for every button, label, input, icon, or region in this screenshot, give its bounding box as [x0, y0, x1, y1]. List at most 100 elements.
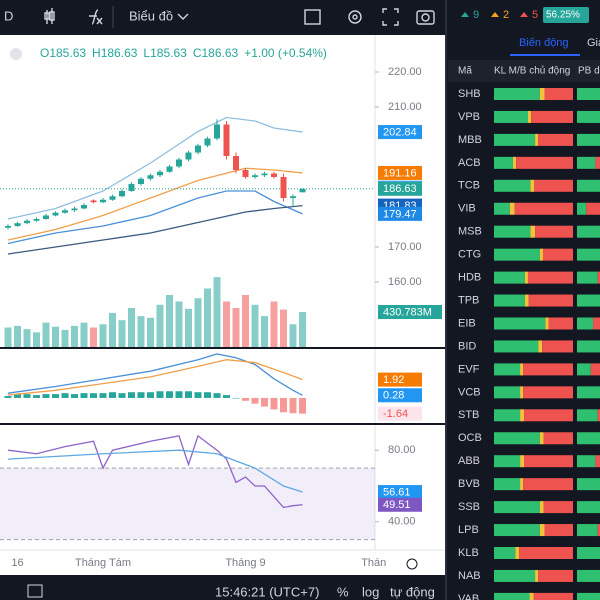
tab-active[interactable]: Biến động [519, 37, 569, 49]
price-label: 179.47 [383, 208, 417, 220]
volume-bar [61, 329, 69, 347]
camera-icon[interactable] [416, 10, 435, 25]
macd-label-bg [378, 406, 422, 421]
settings-icon[interactable] [348, 10, 362, 24]
macd-hist [204, 392, 211, 398]
ticker: CTG [458, 249, 481, 261]
buy-bar-2 [577, 110, 600, 123]
sell-bar-2 [597, 271, 600, 284]
sell-bar [542, 340, 573, 353]
candle-body [261, 173, 268, 176]
chevron[interactable] [177, 13, 189, 20]
sell-bar [538, 569, 573, 582]
rsi-label-bg [378, 485, 422, 500]
macd-hist [242, 397, 249, 401]
candle-body [33, 219, 40, 221]
ticker: HDB [458, 272, 481, 284]
neutral-bar [515, 547, 520, 559]
chart-area [0, 35, 445, 575]
calendar-icon[interactable] [27, 584, 43, 598]
ticker: OCB [458, 432, 482, 444]
settings-small[interactable] [406, 558, 418, 570]
volume-bar [175, 301, 183, 347]
volume-bar [261, 316, 268, 347]
col-header: Mã [458, 66, 472, 77]
neutral-bar [520, 363, 524, 376]
volume-bar [251, 304, 259, 347]
buy-bar-2 [577, 225, 600, 238]
buy-bar-2 [577, 248, 600, 261]
sell-bar [528, 294, 573, 307]
buy-bar-2 [577, 409, 598, 422]
sell-bar [535, 225, 573, 238]
volume-bar [71, 325, 78, 347]
sell-bar [516, 156, 573, 169]
volume-bar [109, 312, 116, 347]
candle-body [90, 200, 97, 203]
buy-bar-2 [577, 547, 600, 559]
neutral-bar [538, 340, 543, 353]
ticker: SSB [458, 501, 480, 513]
price-label-bg [378, 125, 422, 140]
buy-bar [494, 478, 521, 491]
volume-bar [194, 298, 202, 347]
price-label: 202.84 [383, 126, 417, 138]
interval[interactable]: D [4, 8, 13, 23]
rsi-band [0, 468, 375, 540]
flat-count: 2 [503, 9, 509, 21]
candle-body [147, 175, 154, 179]
buy-bar [494, 455, 521, 468]
macd-hist [213, 393, 221, 398]
sell-bar [542, 248, 573, 261]
neutral-bar [524, 294, 529, 307]
sell-bar [544, 524, 573, 537]
tab[interactable]: Gia [587, 37, 600, 49]
neutral-bar [509, 202, 515, 215]
auto-btn[interactable]: tự động [390, 584, 435, 599]
chart-type[interactable]: Biểu đồ [129, 8, 173, 23]
ticker: TCB [458, 180, 480, 192]
sell-bar [523, 363, 573, 376]
macd-hist [99, 393, 107, 398]
sell-bar [524, 409, 573, 422]
neutral-bar [535, 133, 539, 146]
volume-bar [270, 301, 278, 347]
fullscreen-icon[interactable] [382, 8, 399, 26]
collapse-btn[interactable] [10, 48, 22, 60]
log-btn[interactable]: log [362, 584, 379, 599]
rsi-tick-label: 40.00 [388, 516, 416, 528]
sell-bar [533, 592, 573, 600]
buy-bar [494, 569, 536, 582]
volume-bar [128, 308, 135, 347]
buy-bar [494, 386, 521, 399]
macd-line [7, 359, 303, 396]
neutral-bar [539, 432, 544, 445]
macd-hist [137, 392, 145, 398]
candle-icon[interactable] [44, 8, 55, 24]
candle-body [119, 191, 125, 197]
price-label-bg [378, 206, 422, 221]
ticker: ACB [458, 157, 481, 169]
macd-hist [156, 391, 164, 398]
clock: 15:46:21 (UTC+7) [215, 584, 319, 599]
fx-icon[interactable] [89, 9, 103, 25]
volume-bar [289, 324, 297, 347]
up-icon [461, 12, 469, 17]
candle-body [299, 188, 306, 193]
volume-bar [299, 311, 306, 347]
neutral-bar [520, 455, 525, 468]
buy-bar [494, 133, 536, 146]
layout-icon[interactable] [304, 9, 321, 25]
percent-btn[interactable]: % [337, 584, 349, 599]
ticker: NAB [458, 570, 481, 582]
candle-body [280, 176, 287, 199]
macd-hist [4, 396, 12, 398]
buy-bar-2 [577, 88, 600, 100]
macd-hist [33, 395, 40, 398]
rsi-label: 49.51 [383, 499, 411, 511]
buy-bar [494, 592, 530, 600]
buy-bar [494, 271, 525, 284]
buy-bar [494, 110, 528, 123]
buy-bar [494, 340, 539, 353]
sell-bar [524, 455, 573, 468]
